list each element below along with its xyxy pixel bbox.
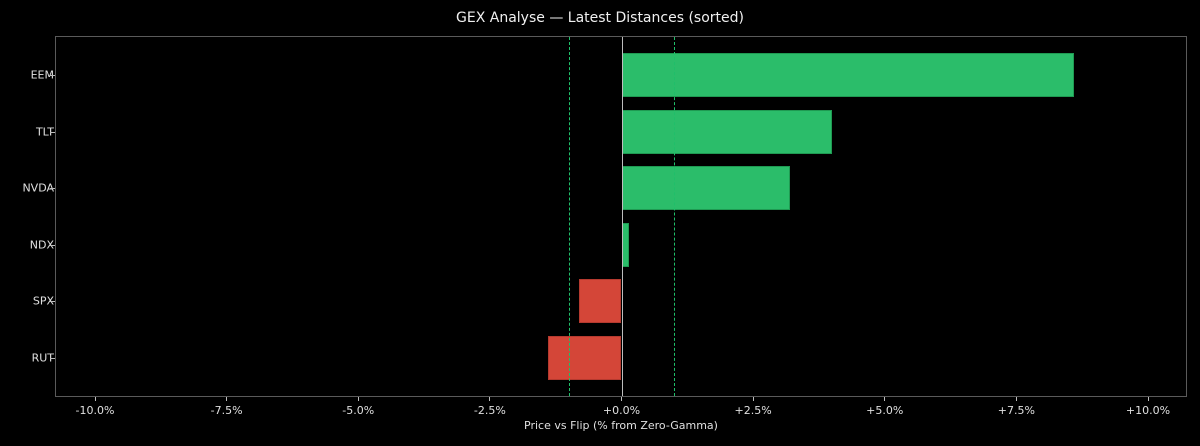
bar-eem [621,53,1075,97]
y-tick-mark [50,75,55,76]
y-tick-mark [50,301,55,303]
bar-nvda [621,166,790,211]
bar-ndx [621,222,630,267]
x-tick-mark [752,397,754,401]
chart-title: GEX Analyse — Latest Distances (sorted) [456,10,744,26]
x-tick-mark [1147,397,1149,401]
y-tick-label: SPX [32,294,54,308]
x-tick-mark [621,397,622,401]
x-tick-label: +0.0% [602,404,641,417]
threshold-line [568,37,570,396]
y-tick-mark [50,131,55,133]
y-tick-label: EEM [30,68,54,82]
y-tick-mark [50,244,55,246]
x-tick-label: -7.5% [210,404,243,417]
y-tick-label: NDX [29,238,54,252]
plot-area [55,36,1187,397]
y-tick-mark [50,358,55,359]
x-tick-label: -10.0% [75,404,115,417]
x-tick-mark [226,397,228,401]
threshold-line [674,37,676,396]
x-tick-label: +2.5% [734,404,772,417]
bar-spx [579,279,622,324]
x-tick-label: +7.5% [997,404,1035,417]
x-tick-mark [1015,397,1017,401]
x-axis-label: Price vs Flip (% from Zero-Gamma) [524,419,718,432]
x-tick-mark [94,397,96,401]
y-tick-label: RUT [31,351,54,365]
x-tick-mark [884,397,886,401]
x-tick-mark [489,397,491,401]
y-tick-label: TLT [35,125,54,139]
bar-tlt [621,109,833,154]
x-tick-mark [357,397,359,401]
zero-line [621,37,623,396]
y-tick-mark [50,188,55,190]
x-tick-label: -2.5% [473,404,506,417]
bar-rut [547,336,622,380]
x-tick-label: +5.0% [866,404,904,417]
y-tick-label: NVDA [22,181,54,195]
x-tick-label: +10.0% [1125,404,1171,417]
x-tick-label: -5.0% [342,404,375,417]
